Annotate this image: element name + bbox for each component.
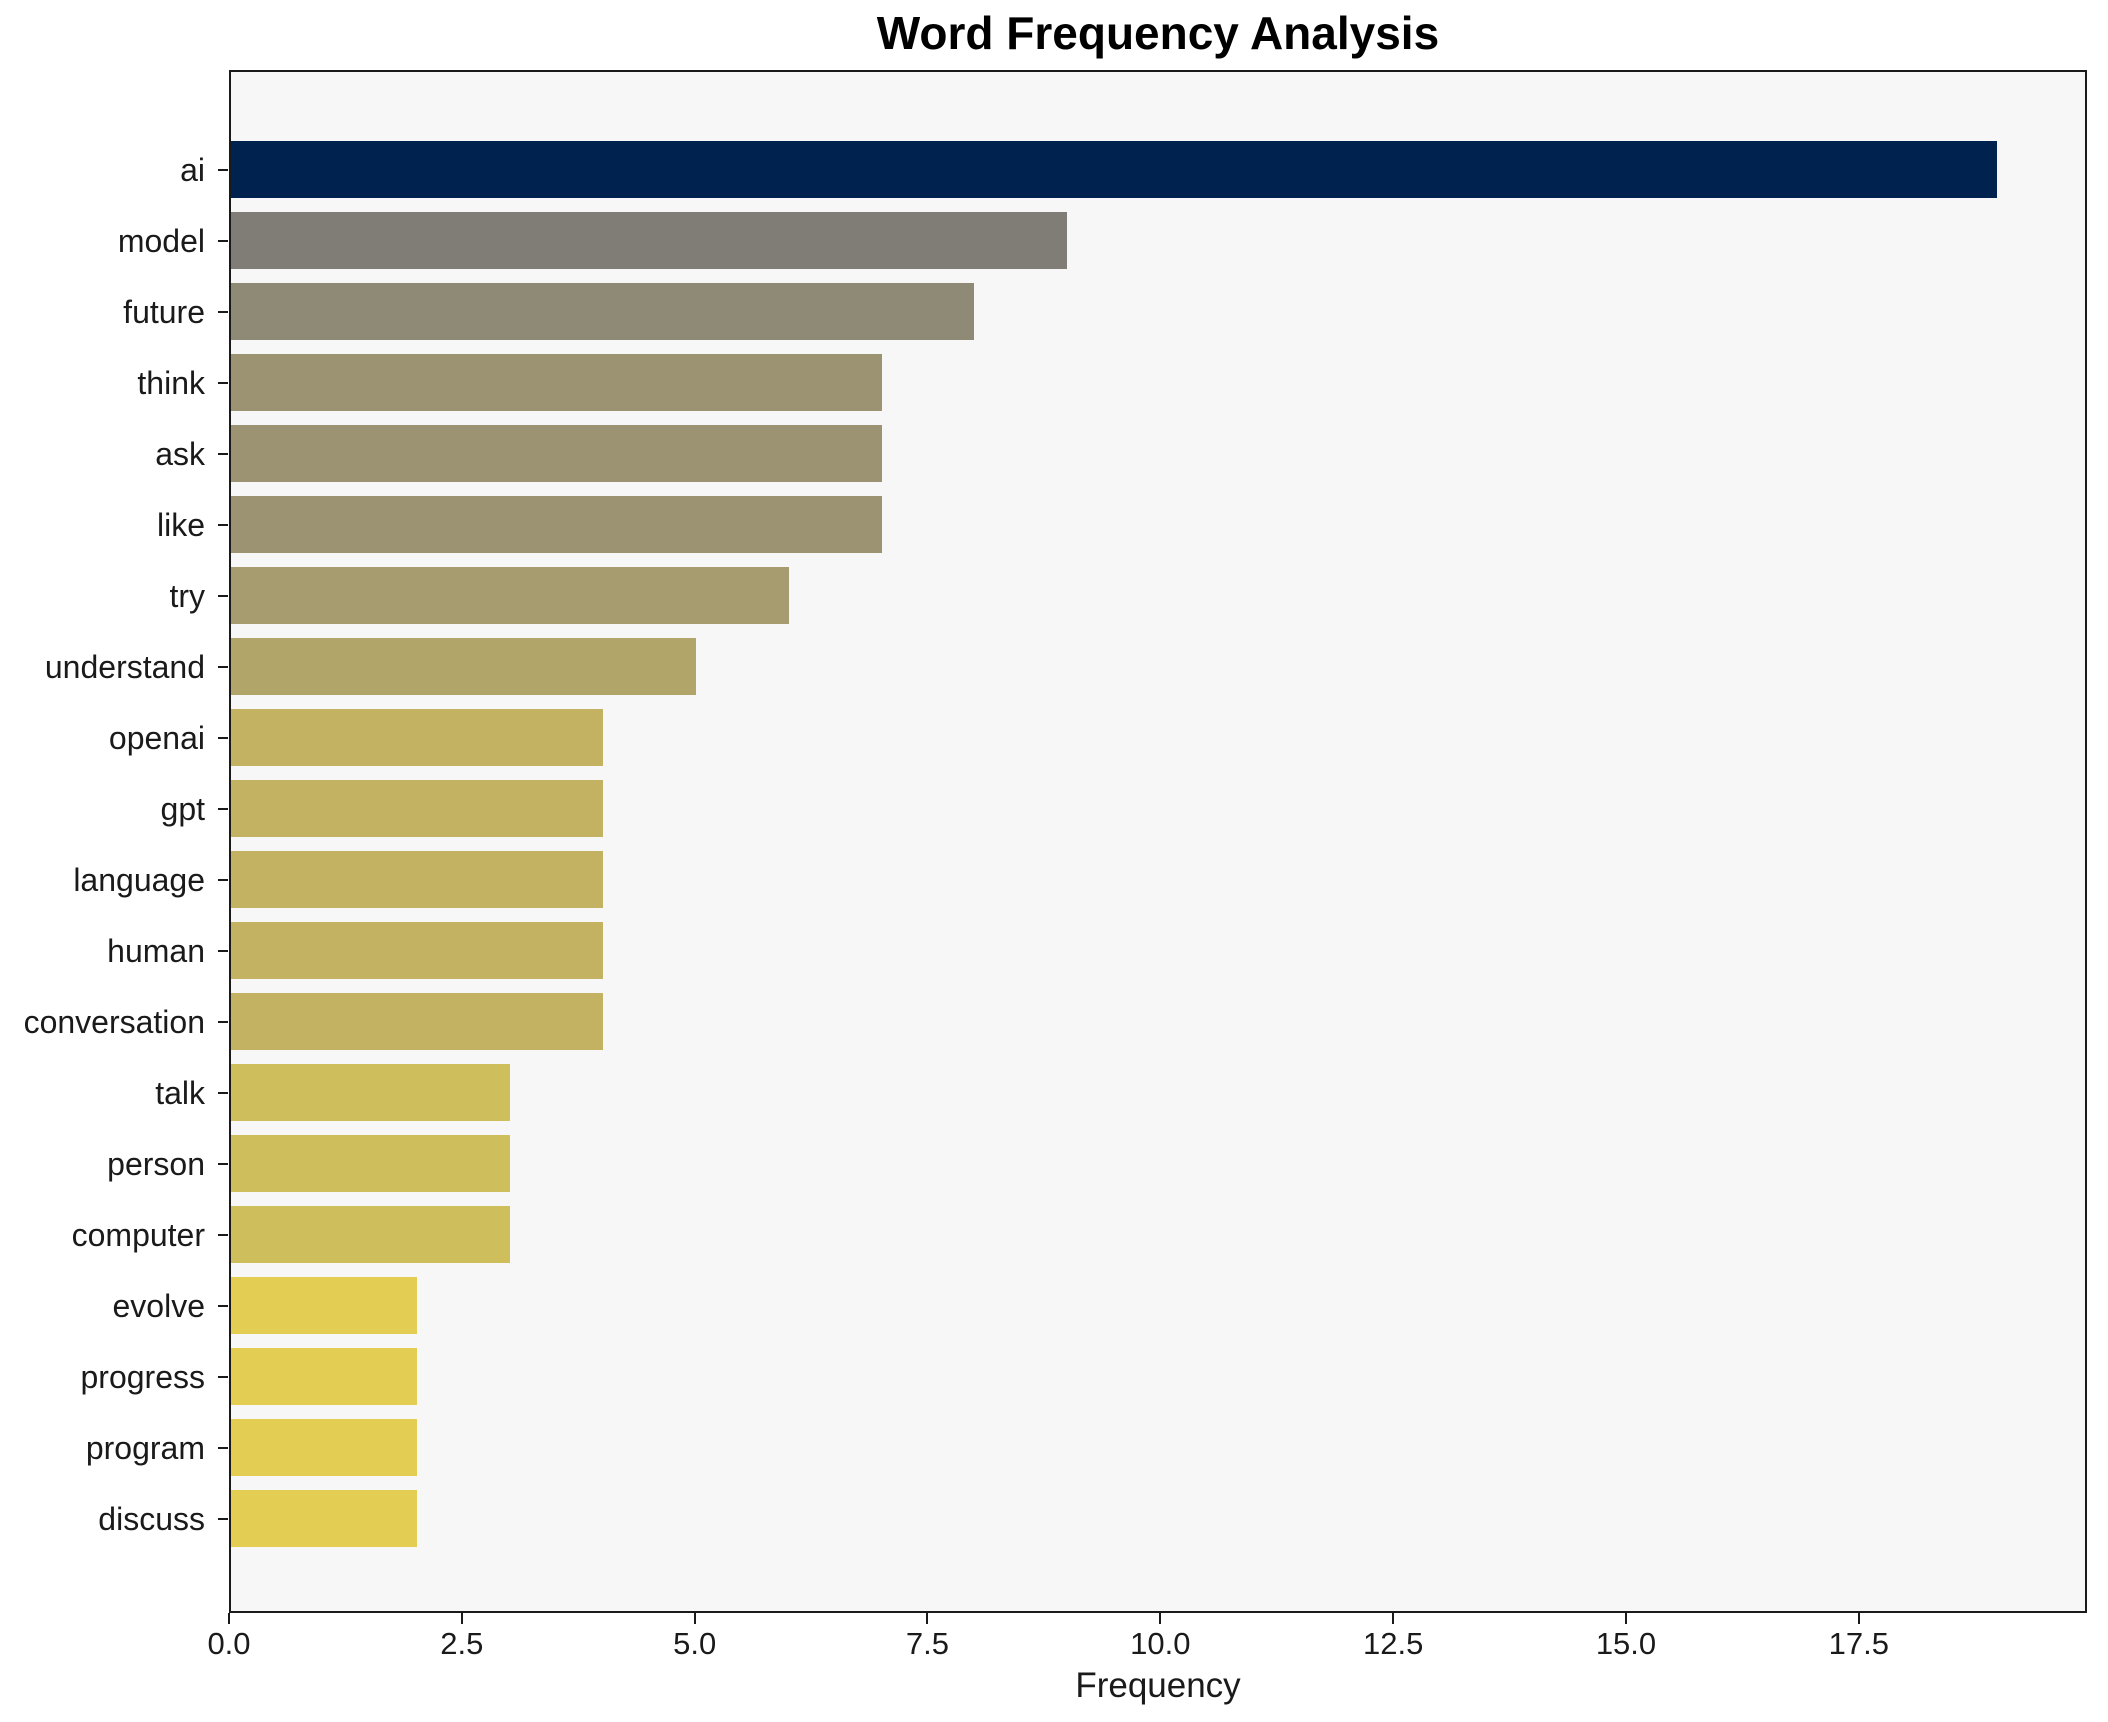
bar-progress [231,1348,417,1405]
y-tick-mark-computer [218,1233,228,1236]
x-tick-label-10.0: 10.0 [1130,1626,1191,1661]
bar-human [231,922,603,979]
bar-model [231,212,1068,269]
y-tick-mark-think [218,381,228,384]
x-tick-mark-10.0 [1159,1613,1162,1624]
x-tick-label-12.5: 12.5 [1362,1626,1424,1661]
bar-think [231,354,882,411]
x-tick-mark-5.0 [693,1613,696,1624]
y-tick-mark-person [218,1162,228,1165]
y-tick-mark-ask [218,452,228,455]
y-tick-mark-evolve [218,1304,228,1307]
bar-gpt [231,780,603,837]
x-tick-label-2.5: 2.5 [440,1626,484,1661]
bar-like [231,496,882,553]
y-tick-label-progress: progress [80,1358,206,1395]
y-tick-mark-gpt [218,807,228,810]
y-tick-mark-program [218,1446,228,1449]
x-tick-label-5.0: 5.0 [673,1626,717,1661]
y-tick-label-gpt: gpt [160,790,205,827]
y-tick-label-discuss: discuss [98,1500,205,1537]
bar-try [231,567,789,624]
x-tick-mark-12.5 [1392,1613,1395,1624]
bar-openai [231,709,603,766]
y-tick-label-person: person [107,1145,205,1182]
x-tick-label-15.0: 15.0 [1595,1626,1657,1661]
bar-program [231,1419,417,1476]
x-tick-label-17.5: 17.5 [1828,1626,1889,1661]
y-tick-label-understand: understand [44,648,205,685]
y-tick-mark-talk [218,1091,228,1094]
bar-person [231,1135,510,1192]
y-tick-label-think: think [137,364,205,401]
y-tick-mark-try [218,594,228,597]
chart-title: Word Frequency Analysis [876,7,1440,59]
x-tick-mark-0.0 [228,1613,230,1624]
y-tick-mark-progress [218,1375,228,1378]
x-tick-label-0.0: 0.0 [207,1626,251,1661]
y-tick-mark-model [218,239,228,242]
y-tick-label-human: human [107,932,205,969]
x-tick-mark-15.0 [1624,1613,1627,1624]
y-tick-label-program: program [85,1429,205,1466]
y-tick-label-like: like [156,506,205,543]
y-tick-label-computer: computer [71,1216,205,1253]
x-axis-label: Frequency [1075,1666,1241,1705]
y-tick-label-ai: ai [180,151,205,188]
y-tick-mark-human [218,949,228,952]
y-tick-mark-conversation [218,1020,228,1023]
y-tick-label-future: future [123,293,205,330]
bar-ai [231,141,1997,198]
bar-conversation [231,993,603,1050]
y-tick-label-conversation: conversation [23,1003,205,1040]
bar-talk [231,1064,510,1121]
x-tick-label-7.5: 7.5 [905,1626,950,1661]
bar-future [231,283,975,340]
y-tick-mark-discuss [218,1517,228,1520]
bar-evolve [231,1277,417,1334]
bar-computer [231,1206,510,1263]
plot-area [229,70,2087,1613]
y-tick-label-openai: openai [108,719,205,756]
y-tick-mark-ai [218,168,228,171]
bar-understand [231,638,696,695]
bar-ask [231,425,882,482]
y-tick-label-evolve: evolve [112,1287,206,1324]
y-tick-label-ask: ask [155,435,205,472]
y-tick-label-model: model [117,222,205,259]
bar-discuss [231,1490,417,1547]
y-tick-mark-understand [218,665,228,668]
y-tick-mark-openai [218,736,228,739]
bar-language [231,851,603,908]
y-tick-mark-future [218,310,228,313]
y-tick-mark-like [218,523,228,526]
x-tick-mark-7.5 [926,1613,929,1624]
y-tick-label-try: try [169,577,205,614]
x-tick-mark-17.5 [1857,1613,1860,1624]
x-tick-mark-2.5 [460,1613,463,1624]
y-tick-label-language: language [73,861,205,898]
y-tick-mark-language [218,878,228,881]
y-tick-label-talk: talk [155,1074,205,1111]
